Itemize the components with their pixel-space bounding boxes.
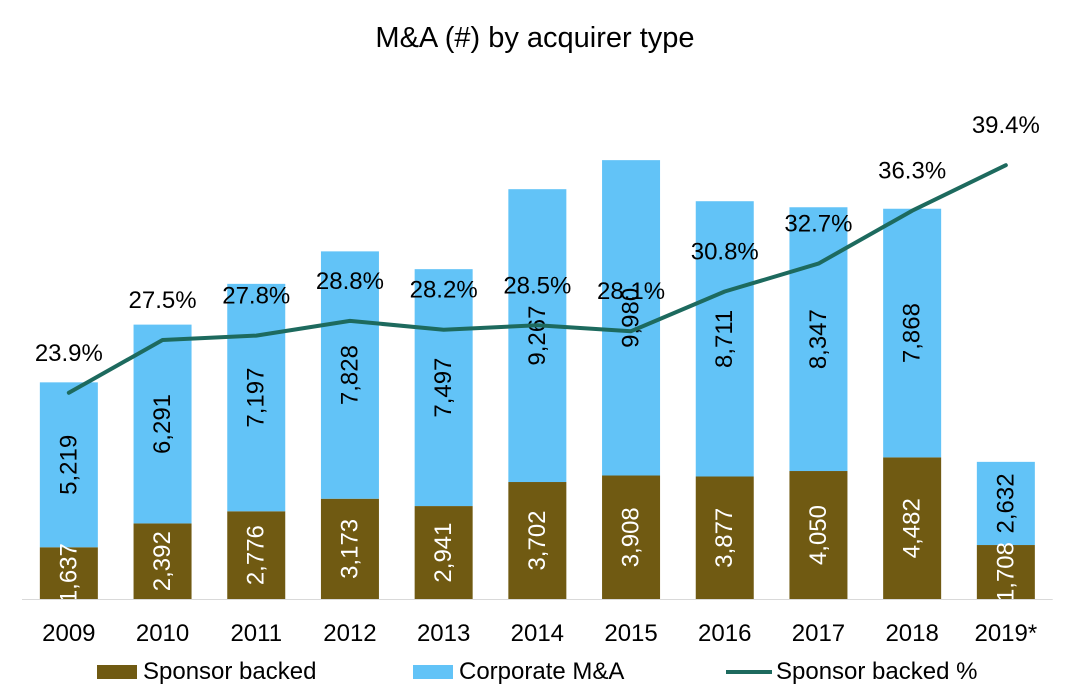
bar-corporate-2012 — [320, 251, 379, 499]
data-label-pct-2010: 27.5% — [129, 287, 197, 314]
bar-corporate-2019* — [976, 461, 1035, 546]
x-tick-label-2013: 2013 — [417, 620, 470, 647]
legend-label-sponsor: Sponsor backed — [143, 658, 317, 685]
x-tick-label-2011: 2011 — [230, 620, 282, 647]
data-label-pct-2014: 28.5% — [503, 272, 571, 299]
x-tick-label-2017: 2017 — [792, 620, 845, 647]
data-label-sponsor-2016: 3,877 — [711, 508, 738, 568]
data-label-corporate-2018: 7,868 — [899, 303, 926, 363]
data-label-sponsor-2013: 2,941 — [430, 523, 457, 583]
data-label-sponsor-2019*: 1,708 — [992, 542, 1019, 602]
bar-corporate-2011 — [227, 283, 286, 512]
bar-corporate-2016 — [695, 201, 754, 477]
chart-title: M&A (#) by acquirer type — [375, 22, 695, 54]
line-sponsor-pct — [66, 163, 1008, 395]
legend-label-sponsor-pct: Sponsor backed % — [776, 658, 978, 685]
bar-sponsor-2019* — [976, 545, 1035, 599]
data-label-corporate-2010: 6,291 — [149, 394, 176, 454]
data-label-corporate-2009: 5,219 — [55, 435, 82, 495]
data-label-sponsor-2015: 3,908 — [618, 507, 645, 567]
data-label-sponsor-2010: 2,392 — [149, 531, 176, 591]
data-label-sponsor-2012: 3,173 — [336, 519, 363, 579]
data-label-corporate-2019*: 2,632 — [992, 473, 1019, 533]
data-label-sponsor-2014: 3,702 — [524, 510, 551, 570]
data-label-corporate-2016: 8,711 — [711, 310, 738, 368]
x-tick-label-2018: 2018 — [885, 620, 938, 647]
data-label-pct-2012: 28.8% — [316, 268, 384, 295]
data-label-corporate-2015: 9,980 — [618, 288, 645, 348]
bar-sponsor-2011 — [227, 511, 286, 599]
data-label-sponsor-2017: 4,050 — [805, 505, 832, 565]
data-label-corporate-2013: 7,497 — [430, 358, 457, 418]
bar-sponsor-2009 — [39, 547, 98, 599]
legend-swatch-sponsor — [97, 665, 137, 679]
x-tick-label-2019*: 2019* — [974, 620, 1037, 647]
legend-item-sponsor-pct: Sponsor backed % — [726, 658, 977, 686]
data-label-pct-2017: 32.7% — [784, 211, 852, 238]
legend-label-corporate: Corporate M&A — [459, 658, 625, 685]
data-label-corporate-2017: 8,347 — [805, 309, 832, 369]
legend-swatch-sponsor-pct — [726, 670, 772, 674]
data-label-corporate-2014: 9,267 — [524, 306, 551, 366]
bar-sponsor-2013 — [414, 506, 473, 599]
bar-sponsor-2010 — [133, 523, 192, 599]
data-label-corporate-2011: 7,197 — [243, 368, 270, 428]
bar-corporate-2018 — [883, 208, 942, 458]
data-label-sponsor-2018: 4,482 — [899, 498, 926, 558]
data-label-pct-2011: 27.8% — [222, 283, 290, 310]
legend-item-sponsor: Sponsor backed — [97, 658, 316, 686]
data-label-pct-2019*: 39.4% — [972, 112, 1040, 139]
data-label-pct-2013: 28.2% — [410, 277, 478, 304]
data-label-pct-2009: 23.9% — [35, 340, 103, 367]
data-label-pct-2015: 28.1% — [597, 278, 665, 305]
bar-sponsor-2018 — [883, 457, 942, 599]
bar-sponsor-2012 — [320, 498, 379, 599]
bar-sponsor-2015 — [602, 475, 661, 599]
x-tick-label-2009: 2009 — [42, 620, 95, 647]
bar-corporate-2014 — [508, 189, 567, 483]
legend-swatch-corporate — [413, 665, 453, 679]
bar-sponsor-2017 — [789, 471, 848, 599]
data-label-sponsor-2011: 2,776 — [243, 525, 270, 585]
legend-item-corporate: Corporate M&A — [413, 658, 624, 686]
x-tick-label-2016: 2016 — [698, 620, 751, 647]
bar-corporate-2015 — [602, 160, 661, 476]
legend: Sponsor backed Corporate M&A Sponsor bac… — [0, 658, 1070, 692]
bar-corporate-2013 — [414, 269, 473, 507]
x-tick-label-2012: 2012 — [323, 620, 376, 647]
bar-sponsor-2016 — [695, 476, 754, 599]
bar-corporate-2010 — [133, 324, 192, 524]
bar-sponsor-2014 — [508, 482, 567, 599]
x-tick-label-2015: 2015 — [604, 620, 657, 647]
data-label-pct-2016: 30.8% — [691, 239, 759, 266]
x-tick-label-2010: 2010 — [136, 620, 189, 647]
data-label-corporate-2012: 7,828 — [336, 345, 363, 405]
data-label-sponsor-2009: 1,637 — [55, 543, 82, 603]
bar-corporate-2009 — [39, 382, 98, 548]
data-label-pct-2018: 36.3% — [878, 158, 946, 185]
x-tick-label-2014: 2014 — [511, 620, 564, 647]
